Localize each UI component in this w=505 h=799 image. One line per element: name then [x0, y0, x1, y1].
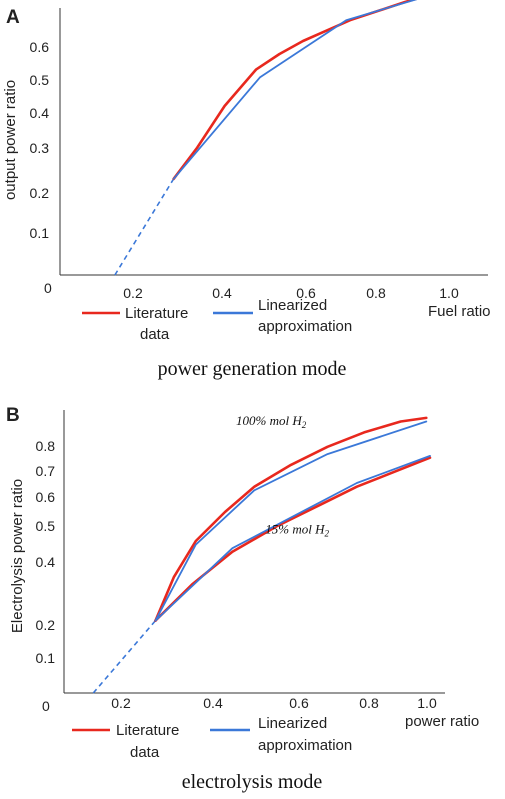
series-linearized-line [154, 454, 431, 622]
x-tick-label: 1.0 [417, 695, 437, 711]
plot-area [92, 416, 432, 694]
y-tick-label: 0.2 [30, 185, 50, 201]
annotation-label: 100% mol H2 [236, 413, 307, 430]
y-tick-label: 0.8 [36, 438, 56, 454]
y-tick-label: 0.4 [30, 105, 50, 121]
series-literature-line [172, 0, 417, 181]
x-axis-label: Fuel ratio [428, 303, 491, 320]
x-tick-label: 0.8 [359, 695, 379, 711]
legend-literature-line2: data [140, 326, 170, 343]
y-tick-label: 0.1 [36, 650, 56, 666]
legend-literature-line2: data [130, 744, 160, 761]
x-tick-label: 0.4 [212, 285, 232, 301]
legend-linearized-line1: Linearized [258, 715, 327, 732]
x-tick-label: 0.4 [203, 695, 223, 711]
x-tick-labels: 0.2 0.4 0.6 0.8 1.0 [111, 695, 437, 711]
x-tick-label: 0.2 [111, 695, 131, 711]
panel-letter-box [0, 0, 26, 26]
y-axis-label: output power ratio [2, 80, 19, 200]
x-tick-label: 1.0 [439, 285, 459, 301]
y-tick-labels: 0.1 0.2 0.3 0.4 0.5 0.6 [30, 39, 50, 241]
extrapolation-dashed-line [92, 620, 157, 694]
y-tick-label: 0.4 [36, 554, 56, 570]
origin-label: 0 [42, 698, 50, 714]
plot-area [114, 0, 418, 276]
extrapolation-dashed-line [114, 178, 175, 276]
annotations: 100% mol H2 15% mol H2 [236, 413, 330, 539]
x-tick-label: 0.2 [123, 285, 143, 301]
legend-literature-line1: Literature [116, 722, 179, 739]
x-tick-labels: 0.2 0.4 0.6 0.8 1.0 [123, 285, 459, 301]
x-axis-label: power ratio [405, 713, 479, 730]
y-tick-label: 0.6 [30, 39, 50, 55]
y-tick-label: 0.6 [36, 489, 56, 505]
x-tick-label: 0.8 [366, 285, 386, 301]
y-tick-label: 0.5 [36, 518, 56, 534]
y-tick-label: 0.3 [30, 140, 50, 156]
y-tick-label: 0.5 [30, 72, 50, 88]
panel-a: A 0.1 0.2 0.3 0.4 0.5 0.6 0.2 0.4 0.6 0.8 1.0 0 o… [0, 0, 491, 380]
annotation-label: 15% mol H2 [265, 522, 329, 539]
legend-literature-line1: Literature [125, 305, 188, 322]
y-tick-label: 0.7 [36, 463, 56, 479]
panel-letter-a: A [6, 7, 20, 28]
series-literature-line [154, 416, 428, 622]
y-tick-label: 0.1 [30, 225, 50, 241]
series-linearized-line [172, 0, 418, 180]
legend-linearized-line1: Linearized [258, 297, 327, 314]
y-tick-label: 0.2 [36, 617, 56, 633]
origin-label: 0 [44, 280, 52, 296]
panel-caption: electrolysis mode [182, 771, 323, 793]
panel-caption: power generation mode [158, 358, 347, 380]
legend-linearized-line2: approximation [258, 318, 352, 335]
y-axis-label: Electrolysis power ratio [9, 479, 26, 633]
panel-letter-b: B [6, 405, 20, 426]
x-tick-label: 0.6 [296, 285, 316, 301]
y-tick-labels: 0.1 0.2 0.4 0.5 0.6 0.7 0.8 [36, 438, 56, 666]
panel-b: B 0.10.20.40.50.60.70.8 0.2 0.4 0.6 0.8 1.0 … [6, 405, 479, 793]
legend-linearized-line2: approximation [258, 737, 352, 754]
x-tick-label: 0.6 [289, 695, 309, 711]
series-linearized-line [154, 420, 428, 622]
